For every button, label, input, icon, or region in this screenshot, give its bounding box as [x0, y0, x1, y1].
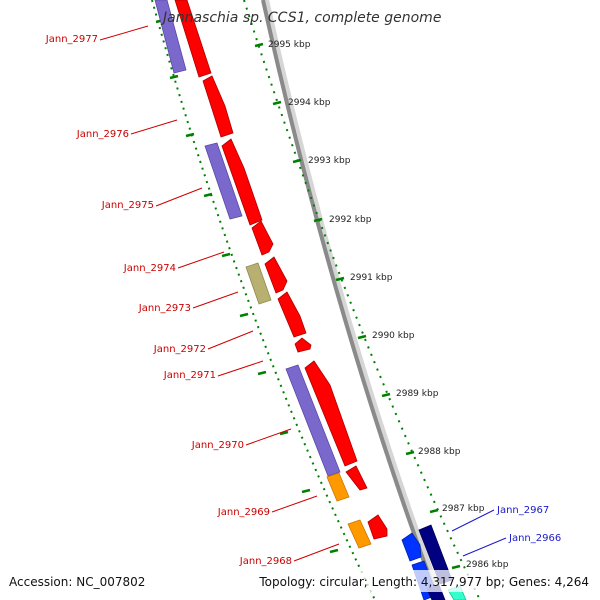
purple-features — [154, 0, 341, 477]
gene-label-jann-2967[interactable]: Jann_2967 — [496, 505, 549, 516]
gene-label-jann-2976[interactable]: Jann_2976 — [76, 129, 129, 140]
kbp-label: 2990 kbp — [372, 331, 415, 341]
cds-arrow — [221, 138, 263, 226]
kbp-label: 2994 kbp — [288, 98, 331, 108]
gene-label-jann-2975[interactable]: Jann_2975 — [101, 200, 154, 211]
red-cds-arrows — [174, 0, 388, 540]
gene-label-jann-2968[interactable]: Jann_2968 — [239, 556, 292, 567]
kbp-label: 2988 kbp — [418, 447, 461, 457]
cds-arrow — [345, 465, 368, 491]
genome-stats-label: Topology: circular; Length: 4,317,977 bp… — [258, 575, 589, 589]
map-title: Jannaschia sp. CCS1, complete genome — [160, 10, 441, 26]
kbp-label: 2992 kbp — [329, 215, 372, 225]
cds-arrow — [277, 291, 307, 338]
gene-label-jann-2977[interactable]: Jann_2977 — [45, 34, 98, 45]
gene-label-jann-2966[interactable]: Jann_2966 — [508, 533, 561, 544]
cds-arrow — [367, 514, 388, 540]
kbp-label: 2995 kbp — [268, 40, 311, 50]
cds-arrow — [294, 337, 312, 353]
kbp-labels: 2995 kbp 2994 kbp 2993 kbp 2992 kbp 2991… — [268, 40, 509, 570]
feature-bar — [204, 142, 243, 220]
gene-label-jann-2974[interactable]: Jann_2974 — [123, 263, 176, 274]
cds-arrow — [174, 0, 212, 78]
feature-bar — [326, 472, 350, 502]
gene-label-jann-2970[interactable]: Jann_2970 — [191, 440, 244, 451]
kbp-label: 2986 kbp — [466, 560, 509, 570]
feature-bar — [347, 519, 372, 549]
accession-label: Accession: NC_007802 — [9, 575, 145, 589]
scale-ring-outer — [243, 0, 481, 600]
gene-label-jann-2971[interactable]: Jann_2971 — [163, 370, 216, 381]
kbp-label: 2991 kbp — [350, 273, 393, 283]
gene-label-jann-2973[interactable]: Jann_2973 — [138, 303, 191, 314]
gene-labels: Jann_2977 Jann_2976 Jann_2975 Jann_2974 … — [45, 34, 561, 567]
orange-features — [326, 472, 372, 549]
cds-arrow — [202, 75, 234, 138]
genome-backbone-line — [261, 0, 440, 600]
kbp-label: 2993 kbp — [308, 156, 351, 166]
gene-label-jann-2969[interactable]: Jann_2969 — [217, 507, 270, 518]
footer-stats-backdrop — [256, 570, 596, 592]
cds-arrow — [251, 220, 274, 256]
outer-ring-ticks — [254, 42, 461, 570]
kbp-label: 2987 kbp — [442, 504, 485, 514]
cds-arrow — [304, 360, 358, 467]
feature-bar — [154, 0, 187, 74]
feature-bar-khaki — [245, 262, 272, 305]
feature-bar — [285, 364, 341, 477]
gene-leader-lines — [99, 25, 340, 562]
kbp-label: 2989 kbp — [396, 389, 439, 399]
feature-bar-blue — [401, 532, 422, 562]
gene-leader-lines-blue — [451, 509, 507, 557]
cds-arrow — [264, 256, 288, 294]
gene-label-jann-2972[interactable]: Jann_2972 — [153, 344, 206, 355]
